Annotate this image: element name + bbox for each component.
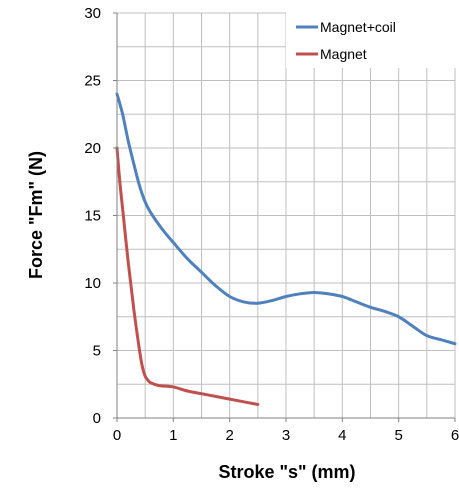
x-tick-label: 1 (169, 427, 177, 444)
y-tick-label: 15 (84, 208, 101, 225)
x-tick-label: 0 (113, 427, 121, 444)
legend: Magnet+coil Magnet (286, 10, 456, 68)
y-tick-label: 0 (93, 410, 101, 427)
y-tick-label: 5 (93, 343, 101, 360)
series-line-magnet-coil (115, 92, 457, 346)
legend-label-magnet-coil: Magnet+coil (320, 19, 396, 35)
x-tick-label: 6 (451, 427, 459, 444)
y-axis-ticks: 0 5 10 15 20 25 30 (84, 5, 117, 427)
y-tick-label: 20 (84, 140, 101, 157)
x-axis-title: Stroke "s" (mm) (218, 462, 355, 482)
y-tick-label: 25 (84, 73, 101, 90)
x-axis-ticks: 0 1 2 3 4 5 6 (113, 418, 459, 444)
axes (113, 13, 455, 422)
x-tick-label: 4 (338, 427, 346, 444)
y-tick-label: 30 (84, 5, 101, 22)
y-tick-label: 10 (84, 275, 101, 292)
x-tick-label: 3 (282, 427, 290, 444)
x-tick-label: 5 (394, 427, 402, 444)
grid-lines (117, 12, 456, 418)
series-line-magnet (115, 146, 260, 406)
series-lines (115, 92, 457, 406)
y-axis-title: Force "Fm" (N) (26, 151, 46, 279)
x-tick-label: 2 (225, 427, 233, 444)
legend-box (286, 10, 456, 68)
legend-label-magnet: Magnet (320, 46, 367, 62)
